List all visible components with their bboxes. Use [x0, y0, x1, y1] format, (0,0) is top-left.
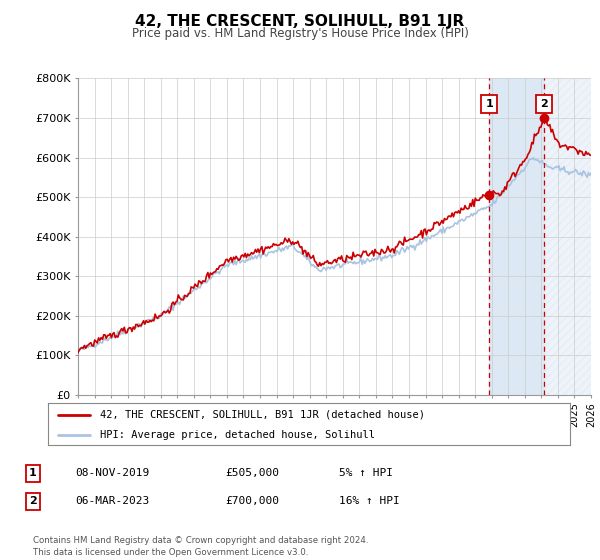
Text: 1: 1	[485, 99, 493, 109]
Text: 06-MAR-2023: 06-MAR-2023	[75, 496, 149, 506]
Text: 42, THE CRESCENT, SOLIHULL, B91 1JR (detached house): 42, THE CRESCENT, SOLIHULL, B91 1JR (det…	[100, 409, 425, 419]
Text: 1: 1	[29, 468, 37, 478]
Text: 08-NOV-2019: 08-NOV-2019	[75, 468, 149, 478]
Bar	[544, 78, 591, 395]
Text: 16% ↑ HPI: 16% ↑ HPI	[339, 496, 400, 506]
Text: £700,000: £700,000	[225, 496, 279, 506]
Text: HPI: Average price, detached house, Solihull: HPI: Average price, detached house, Soli…	[100, 430, 375, 440]
Text: Price paid vs. HM Land Registry's House Price Index (HPI): Price paid vs. HM Land Registry's House …	[131, 27, 469, 40]
Text: Contains HM Land Registry data © Crown copyright and database right 2024.
This d: Contains HM Land Registry data © Crown c…	[33, 536, 368, 557]
Bar	[489, 78, 544, 395]
Text: 2: 2	[29, 496, 37, 506]
Text: £505,000: £505,000	[225, 468, 279, 478]
Text: 5% ↑ HPI: 5% ↑ HPI	[339, 468, 393, 478]
Text: 2: 2	[540, 99, 548, 109]
Text: 42, THE CRESCENT, SOLIHULL, B91 1JR: 42, THE CRESCENT, SOLIHULL, B91 1JR	[136, 14, 464, 29]
